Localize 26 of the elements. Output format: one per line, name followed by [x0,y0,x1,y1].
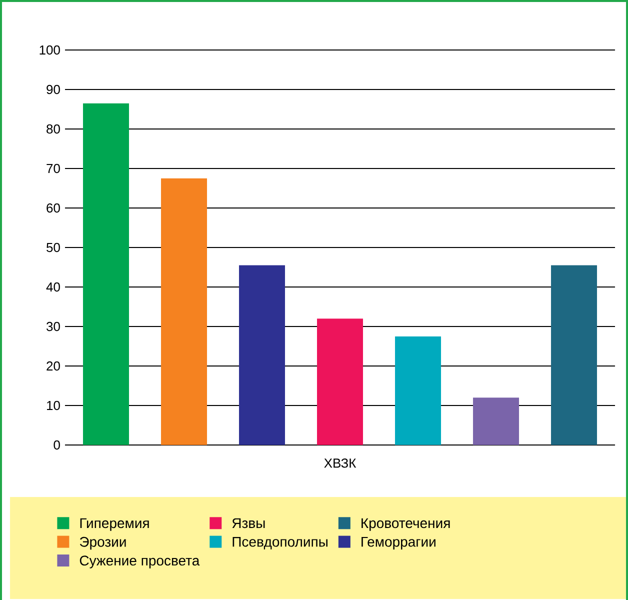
y-tick-label: 60 [46,203,60,213]
y-tick-label: 0 [54,440,60,450]
y-tick-label: 100 [40,45,60,55]
legend-label: Гиперемия [80,518,149,531]
y-tick-label: 10 [47,400,60,410]
bar [473,398,520,445]
y-tick-label: 40 [46,282,60,292]
legend-label: Геморрагии [362,536,436,550]
y-tick-label: 80 [46,124,60,134]
legend-label: Эрозии [80,536,126,550]
legend-label: Сужение просвета [80,556,200,568]
bar [83,103,130,445]
bar [239,265,286,445]
x-tick-label: ХВЗК [324,458,356,468]
bar [161,178,208,445]
legend-label: Язвы [232,518,265,528]
bar [317,318,364,445]
bar [395,336,442,445]
bar [551,265,598,445]
y-tick-label: 90 [46,84,60,94]
legend-label: Псевдополипы [232,536,328,550]
y-tick-label: 50 [46,242,60,252]
y-tick-label: 20 [46,361,60,371]
y-tick-label: 30 [46,322,60,332]
y-tick-label: 70 [46,164,60,174]
legend-label: Кровотечения [362,518,450,531]
